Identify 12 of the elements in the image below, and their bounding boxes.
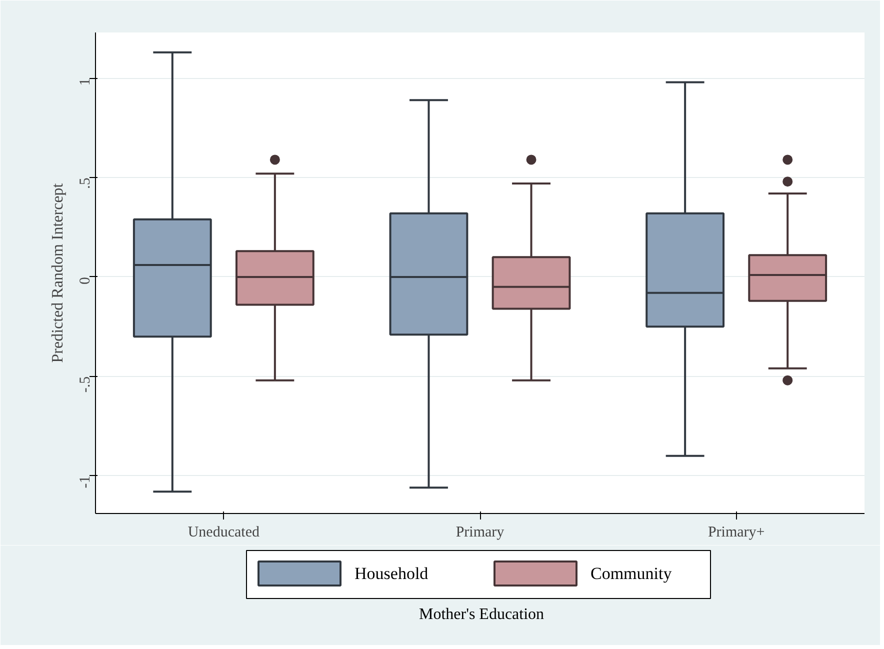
y-axis-title: Predicted Random Intercept: [50, 182, 66, 363]
legend-label: Community: [590, 564, 672, 583]
y-tick-label: -1: [78, 476, 94, 488]
x-axis-title: Mother's Education: [418, 606, 544, 623]
x-tick-label: Uneducated: [188, 524, 260, 540]
y-tick-label: -.5: [78, 376, 94, 393]
y-tick-label: 1: [78, 78, 94, 86]
x-tick-label: Primary+: [708, 524, 765, 540]
y-tick-label: .5: [78, 178, 94, 189]
legend-label: Household: [354, 564, 429, 583]
x-tick-label: Primary: [456, 524, 505, 540]
y-tick-label: 0: [78, 276, 94, 284]
